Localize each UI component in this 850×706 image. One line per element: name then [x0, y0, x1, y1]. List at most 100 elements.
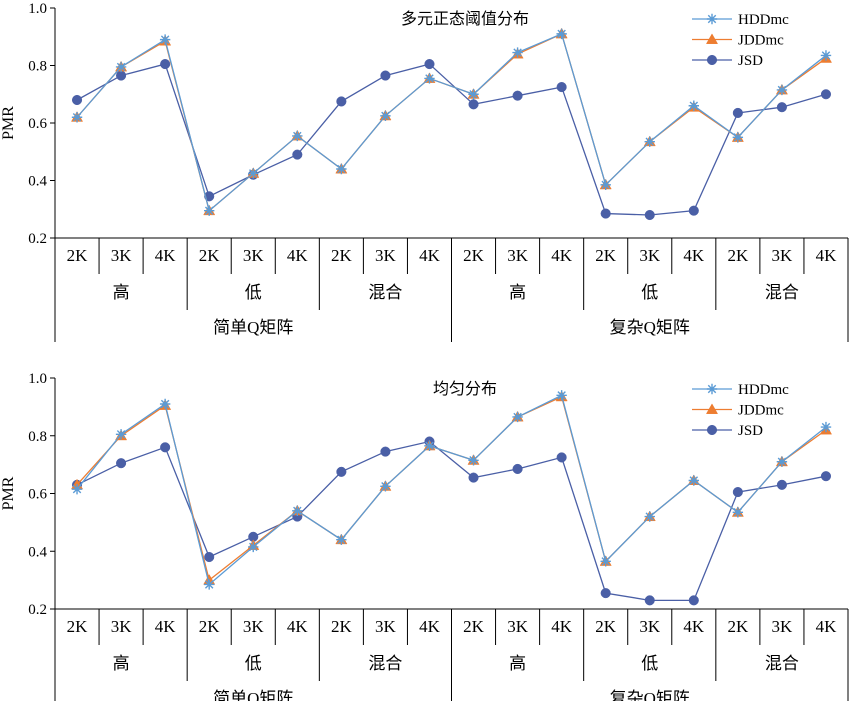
x-tick-label: 2K [595, 617, 617, 636]
data-point-jsd [204, 191, 215, 202]
data-point-hddmc [820, 421, 832, 433]
chart-title: 多元正态阈值分布 [401, 10, 529, 28]
data-point-hddmc [600, 556, 611, 567]
data-point-jsd [600, 208, 611, 219]
x-tick-label: 2K [199, 617, 221, 636]
chart-panel-2: 0.2 0.4 0.6 0.8 1.0 PMR 2K 3K 4K 2K 3K 4K 2K 3K 4K 2K 3K… [0, 371, 849, 706]
legend-marker [706, 424, 718, 436]
x-group-label: 低 [641, 654, 658, 673]
data-point-jsd [424, 59, 435, 70]
legend-item-hddmc: HDDmc [692, 12, 789, 28]
data-point-hddmc [556, 390, 567, 401]
x-tick-label: 3K [772, 617, 794, 636]
data-point-jsd [776, 479, 787, 490]
x-tick-label: 4K [155, 617, 177, 636]
x-tick-label: 4K [419, 617, 441, 636]
y-tick-label: 0.8 [28, 59, 47, 75]
data-point-jsd [776, 102, 787, 113]
data-point-hddmc [115, 61, 127, 73]
x-tick-label: 2K [331, 617, 353, 636]
data-point-hddmc [424, 440, 435, 452]
data-point-jsd [468, 472, 479, 483]
x-tick-label: 4K [816, 246, 838, 265]
y-axis-label: PMR [0, 106, 17, 140]
x-section-label: 复杂Q矩阵 [610, 689, 690, 701]
data-point-jsd [336, 466, 347, 477]
legend-label: HDDmc [738, 382, 789, 398]
x-tick-label: 3K [507, 246, 529, 265]
data-point-hddmc [71, 112, 83, 123]
x-group-label: 高 [509, 283, 526, 302]
x-tick-label: 3K [243, 246, 265, 265]
x-tick-label: 3K [772, 246, 794, 265]
data-point-hddmc [203, 579, 215, 590]
x-tick-label: 2K [67, 246, 89, 265]
series-line-hddmc [76, 32, 827, 212]
y-tick-label: 0.4 [28, 174, 47, 190]
x-group-label: 混合 [765, 283, 799, 302]
chart-title: 均匀分布 [433, 380, 497, 398]
data-point-jsd [644, 595, 655, 606]
x-tick-label: 2K [463, 617, 485, 636]
legend-marker [705, 403, 719, 414]
y-tick-label: 0.4 [28, 544, 47, 560]
x-tick-label: 3K [375, 617, 397, 636]
x-group-label: 低 [245, 283, 262, 302]
x-group-label: 混合 [765, 654, 799, 673]
series-hddmc [71, 390, 832, 590]
data-point-jsd [820, 89, 832, 100]
x-tick-label: 4K [287, 246, 309, 265]
series-jddmc [70, 27, 833, 216]
data-point-jsd [600, 588, 611, 599]
data-point-hddmc [776, 456, 788, 467]
data-point-jsd [71, 94, 83, 106]
data-point-jsd [116, 70, 127, 81]
data-point-hddmc [159, 398, 171, 410]
data-point-hddmc [688, 100, 700, 111]
data-point-hddmc [336, 534, 347, 545]
data-point-jsd [160, 59, 171, 70]
x-group-label: 高 [113, 654, 130, 673]
x-tick-label: 4K [155, 246, 177, 265]
data-point-hddmc [115, 429, 127, 440]
legend-item-jsd: JSD [692, 423, 763, 439]
data-point-hddmc [644, 136, 655, 147]
x-tick-label: 4K [551, 617, 573, 636]
legend-marker [705, 33, 719, 44]
data-point-jsd [336, 96, 347, 107]
x-tick-label: 2K [199, 246, 221, 265]
legend-marker [706, 383, 718, 395]
data-point-jsd [556, 452, 567, 463]
data-point-hddmc [512, 47, 523, 58]
data-point-jsd [116, 458, 127, 469]
data-point-hddmc [248, 541, 259, 553]
x-tick-label: 3K [639, 246, 661, 265]
x-tick-label: 3K [639, 617, 661, 636]
data-point-hddmc [248, 168, 259, 179]
data-point-hddmc [292, 130, 303, 142]
x-group-label: 低 [245, 654, 262, 673]
x-section-label: 复杂Q矩阵 [610, 318, 690, 337]
data-point-hddmc [820, 50, 832, 61]
y-tick-label: 0.6 [28, 116, 47, 132]
x-tick-label: 4K [551, 246, 573, 265]
x-group-label: 高 [113, 283, 130, 302]
y-tick-label: 0.2 [28, 231, 47, 247]
series-jsd [71, 59, 832, 221]
data-point-hddmc [600, 179, 611, 191]
y-tick-label: 1.0 [28, 371, 47, 387]
series-line-hddmc [76, 394, 827, 586]
x-tick-label: 2K [727, 246, 749, 265]
legend-label: JDDmc [738, 403, 784, 419]
legend-item-jddmc: JDDmc [692, 33, 784, 49]
x-tick-label: 3K [375, 246, 397, 265]
data-point-jsd [556, 82, 567, 93]
x-group-label: 混合 [368, 283, 402, 302]
y-tick-label: 0.8 [28, 429, 47, 445]
legend-label: HDDmc [738, 12, 789, 28]
series-jsd [71, 436, 832, 606]
data-point-jsd [204, 551, 215, 563]
x-tick-label: 2K [727, 617, 749, 636]
x-group-label: 高 [509, 654, 526, 673]
